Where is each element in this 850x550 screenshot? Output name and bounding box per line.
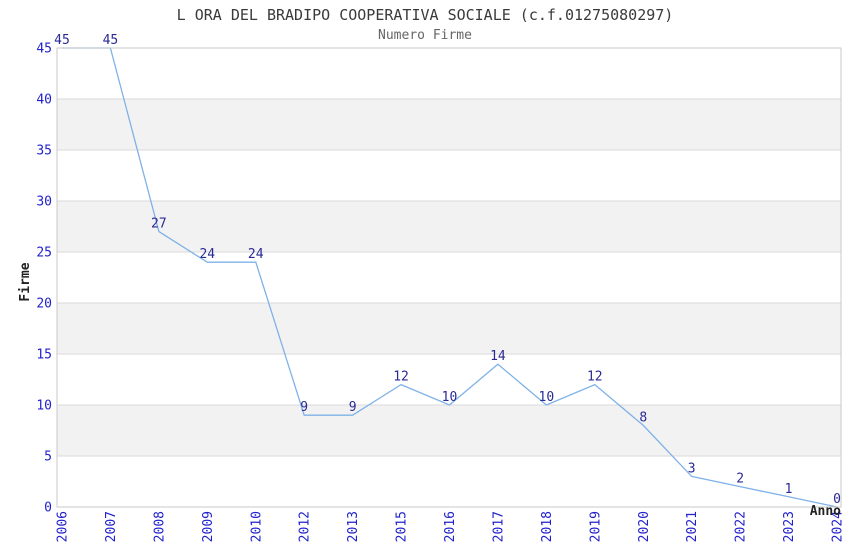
plot-border (56, 47, 842, 508)
x-tick-label: 2008 (152, 511, 167, 542)
x-tick-label: 2013 (346, 511, 361, 542)
data-point-label: 45 (54, 33, 70, 48)
y-tick-label: 40 (36, 93, 52, 108)
y-tick-label: 15 (36, 348, 52, 363)
x-tick-label: 2020 (637, 511, 652, 542)
data-point-label: 9 (300, 400, 308, 415)
data-point-label: 10 (442, 390, 458, 405)
band-stripe (57, 303, 841, 354)
y-tick-label: 0 (44, 501, 52, 516)
x-tick-label: 2006 (56, 511, 71, 542)
y-tick-label: 30 (36, 195, 52, 210)
x-tick-label: 2010 (249, 511, 264, 542)
data-point-label: 24 (199, 247, 215, 262)
data-point-label: 14 (490, 349, 506, 364)
y-axis-title: Firme (18, 262, 33, 302)
y-tick-label: 20 (36, 297, 52, 312)
data-point-label: 2 (736, 472, 744, 487)
data-point-label: 9 (349, 400, 357, 415)
x-tick-label: 2017 (491, 511, 506, 542)
x-tick-label: 2016 (443, 511, 458, 542)
data-point-label: 1 (785, 482, 793, 497)
x-tick-label: 2012 (298, 511, 313, 542)
data-point-label: 8 (639, 410, 647, 425)
x-tick-label: 2022 (734, 511, 749, 542)
x-axis-title: Anno (809, 504, 841, 519)
x-tick-label: 2018 (540, 511, 555, 542)
data-point-label: 24 (248, 247, 264, 262)
x-tick-label: 2009 (201, 511, 216, 542)
data-point-label: 0 (833, 492, 841, 507)
chart-title: L ORA DEL BRADIPO COOPERATIVA SOCIALE (c… (176, 6, 674, 24)
y-tick-label: 5 (44, 450, 52, 465)
x-tick-label: 2019 (588, 511, 603, 542)
data-point-label: 45 (103, 33, 119, 48)
x-tick-label: 2024 (831, 511, 846, 542)
band-stripe (57, 99, 841, 150)
data-point-label: 3 (688, 461, 696, 476)
y-tick-label: 35 (36, 144, 52, 159)
chart-subtitle: Numero Firme (378, 28, 472, 43)
data-point-label: 10 (539, 390, 555, 405)
y-tick-label: 10 (36, 399, 52, 414)
y-tick-label: 45 (36, 42, 52, 57)
data-point-label: 12 (587, 370, 603, 385)
x-tick-label: 2023 (782, 511, 797, 542)
y-tick-label: 25 (36, 246, 52, 261)
data-point-label: 12 (393, 370, 409, 385)
x-tick-label: 2015 (395, 511, 410, 542)
data-point-label: 27 (151, 217, 167, 232)
x-tick-label: 2007 (104, 511, 119, 542)
band-stripe (57, 201, 841, 252)
band-stripe (57, 405, 841, 456)
data-line (62, 47, 838, 508)
x-tick-label: 2021 (685, 511, 700, 542)
